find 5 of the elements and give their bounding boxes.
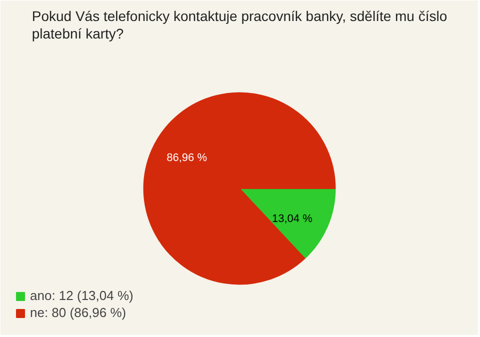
data-label: 86,96 % [166,152,208,164]
chart-title: Pokud Vás telefonicky kontaktuje pracovník banky, sdělíte mu číslo platební karty? [32,8,448,42]
data-label: 13,04 % [272,213,313,226]
legend-label: ano: 12 (13,04 %) [30,288,134,303]
legend-label: ne: 80 (86,96 %) [30,305,126,320]
